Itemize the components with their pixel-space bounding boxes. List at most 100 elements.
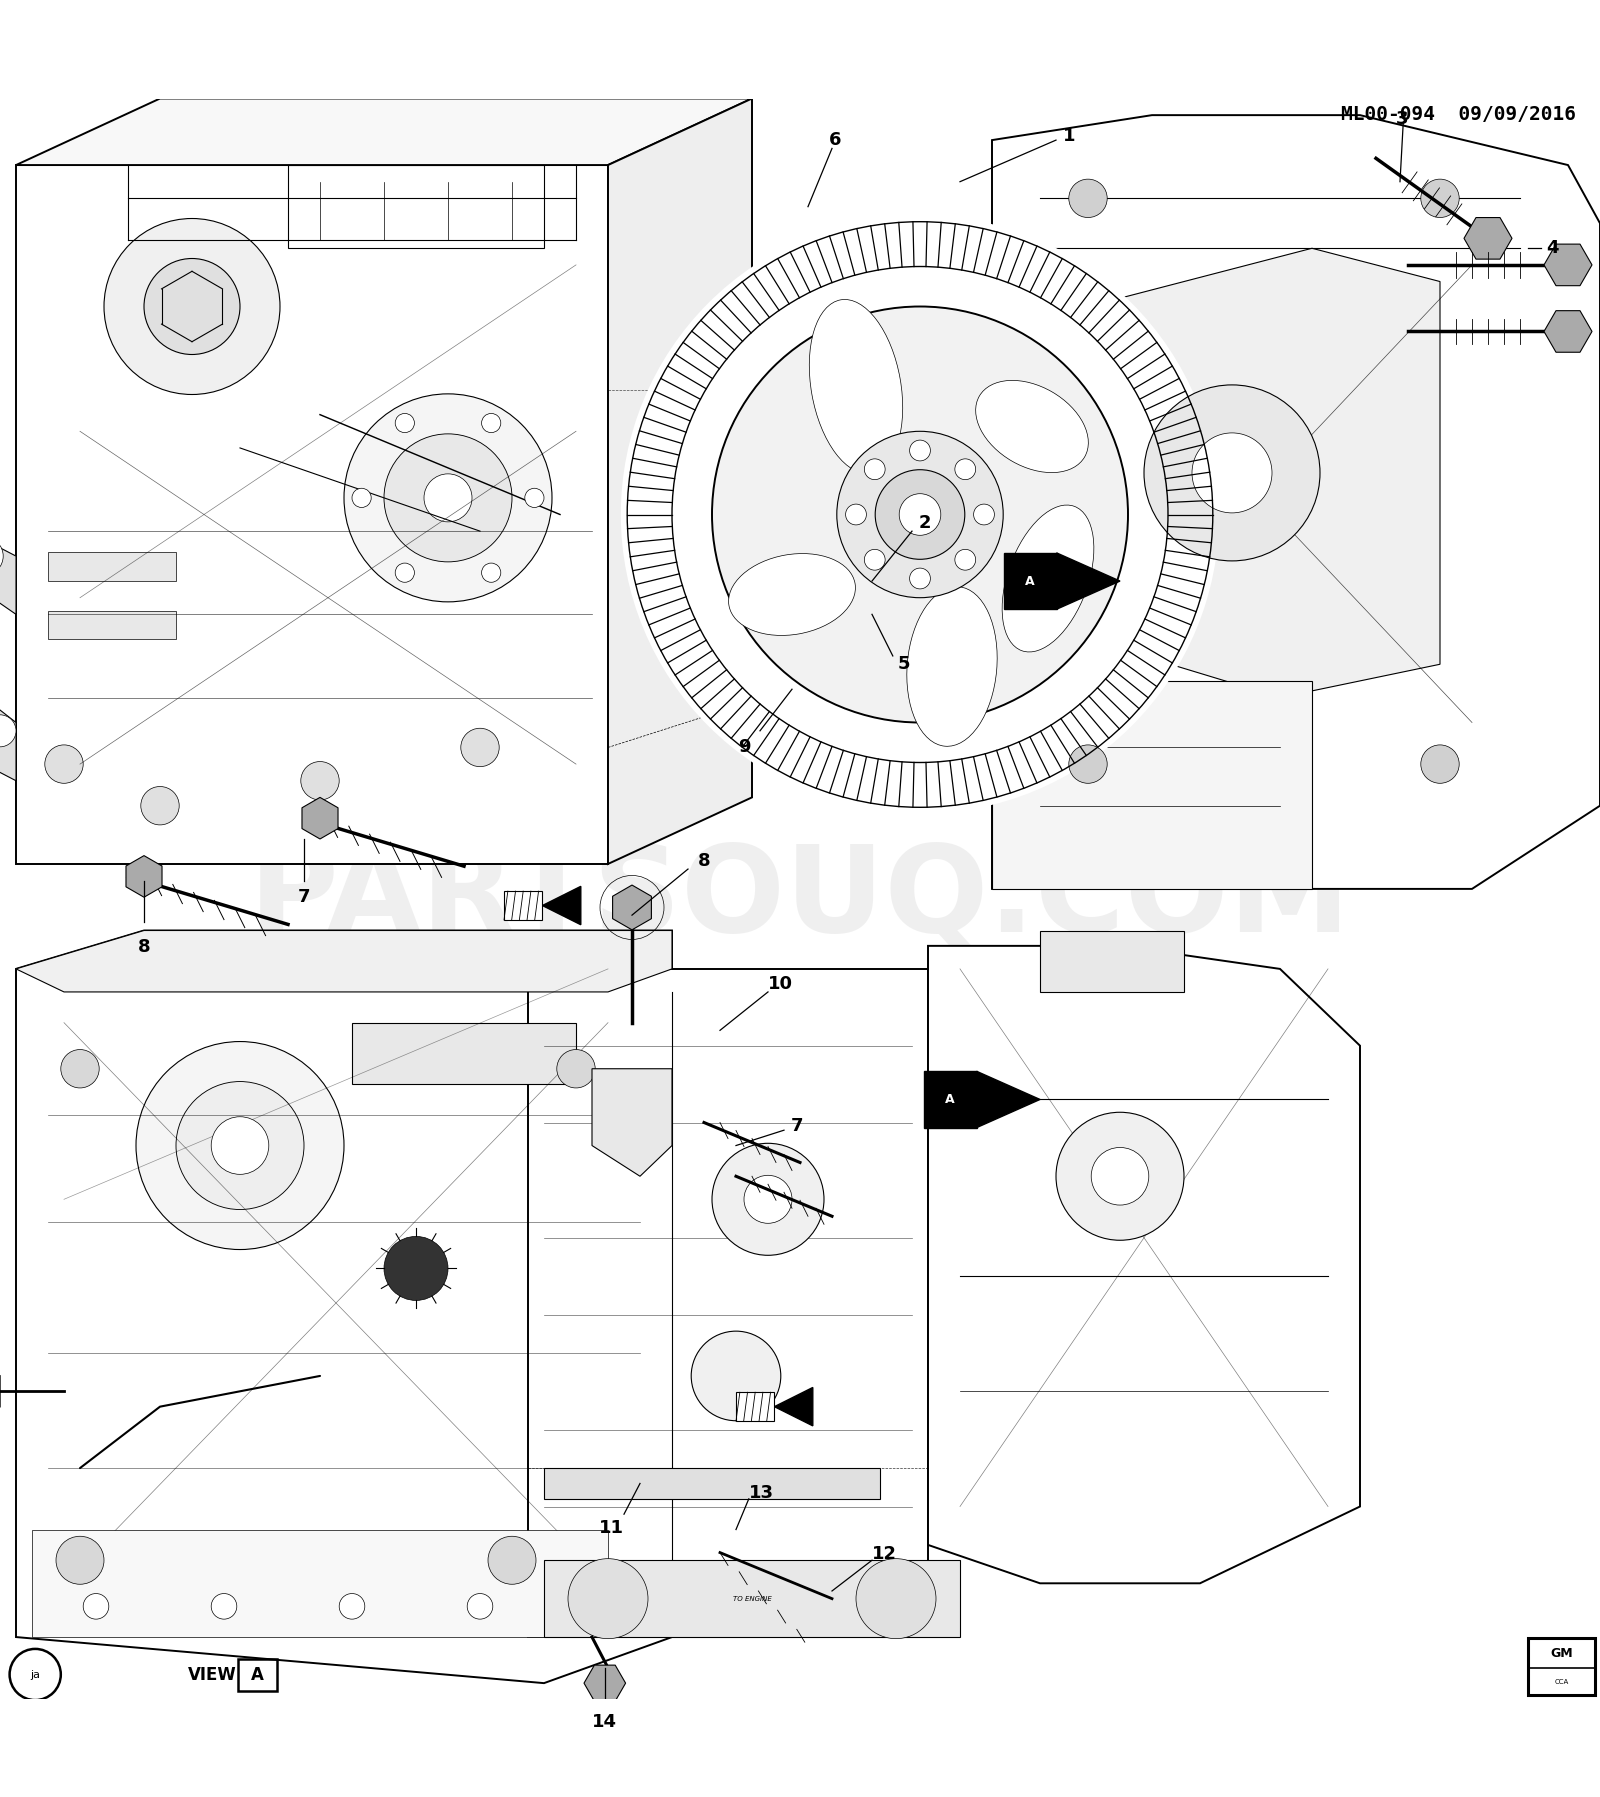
Circle shape: [395, 562, 414, 582]
Circle shape: [488, 1536, 536, 1585]
Circle shape: [104, 219, 280, 395]
Polygon shape: [1464, 217, 1512, 259]
Circle shape: [344, 394, 552, 602]
Circle shape: [557, 1049, 595, 1087]
Text: 5: 5: [898, 656, 910, 674]
Text: 3: 3: [1395, 110, 1408, 128]
Text: 9: 9: [738, 739, 750, 757]
Circle shape: [144, 259, 240, 354]
Circle shape: [691, 1332, 781, 1421]
Circle shape: [1091, 1148, 1149, 1206]
Circle shape: [1069, 180, 1107, 217]
Polygon shape: [302, 798, 338, 839]
Text: 4: 4: [1546, 239, 1558, 257]
Bar: [1003, 553, 1056, 609]
Circle shape: [1144, 385, 1320, 561]
Circle shape: [864, 458, 885, 480]
Circle shape: [384, 1236, 448, 1301]
Circle shape: [1421, 180, 1459, 217]
Text: A: A: [946, 1093, 955, 1105]
Polygon shape: [126, 855, 162, 897]
Polygon shape: [542, 886, 581, 925]
Circle shape: [621, 216, 1219, 814]
Bar: [504, 891, 542, 920]
Circle shape: [1069, 746, 1107, 783]
Polygon shape: [16, 165, 608, 864]
Polygon shape: [584, 1666, 626, 1702]
Polygon shape: [992, 681, 1312, 890]
Polygon shape: [928, 945, 1360, 1583]
Polygon shape: [544, 1468, 880, 1499]
Text: ML00-094  09/09/2016: ML00-094 09/09/2016: [1341, 104, 1576, 124]
Text: 2: 2: [918, 514, 931, 532]
Text: 11: 11: [598, 1518, 624, 1536]
Text: 7: 7: [790, 1118, 803, 1136]
Circle shape: [136, 1042, 344, 1249]
Polygon shape: [992, 115, 1600, 890]
Ellipse shape: [810, 300, 902, 474]
Polygon shape: [608, 99, 752, 864]
Circle shape: [211, 1594, 237, 1619]
Circle shape: [845, 505, 867, 525]
Circle shape: [482, 413, 501, 433]
Polygon shape: [32, 1529, 608, 1637]
Circle shape: [424, 474, 472, 521]
Text: GM: GM: [1550, 1648, 1573, 1660]
Polygon shape: [613, 886, 651, 929]
Polygon shape: [774, 1387, 813, 1425]
Circle shape: [339, 1594, 365, 1619]
Polygon shape: [16, 99, 752, 165]
Text: 8: 8: [138, 938, 150, 956]
Polygon shape: [1544, 311, 1592, 352]
Polygon shape: [544, 1560, 960, 1637]
Bar: [48, 552, 176, 580]
Circle shape: [712, 1143, 824, 1256]
Circle shape: [973, 505, 995, 525]
Circle shape: [955, 458, 976, 480]
Text: 10: 10: [768, 976, 794, 994]
Polygon shape: [0, 697, 16, 780]
Text: PARTSOUQ.COM: PARTSOUQ.COM: [250, 839, 1350, 958]
Ellipse shape: [907, 586, 997, 746]
Circle shape: [899, 494, 941, 536]
Circle shape: [0, 715, 16, 748]
Text: VIEW: VIEW: [189, 1666, 237, 1684]
Text: 12: 12: [872, 1545, 898, 1563]
Circle shape: [909, 440, 930, 460]
Bar: [923, 1071, 976, 1129]
Polygon shape: [352, 1022, 576, 1084]
Text: A: A: [1026, 575, 1035, 588]
Polygon shape: [1088, 248, 1440, 697]
Text: 1: 1: [1062, 128, 1075, 146]
Circle shape: [45, 746, 83, 783]
Circle shape: [461, 728, 499, 767]
Circle shape: [525, 489, 544, 507]
Polygon shape: [16, 931, 672, 992]
Text: 14: 14: [592, 1713, 618, 1731]
Polygon shape: [0, 532, 16, 615]
Circle shape: [568, 1558, 648, 1639]
Polygon shape: [976, 1071, 1040, 1129]
Polygon shape: [592, 1069, 672, 1177]
Text: A: A: [251, 1666, 264, 1684]
Polygon shape: [1056, 553, 1120, 609]
Circle shape: [467, 1594, 493, 1619]
Text: ja: ja: [30, 1669, 40, 1680]
Bar: [736, 1393, 774, 1421]
Circle shape: [395, 413, 414, 433]
Circle shape: [864, 550, 885, 570]
Circle shape: [1192, 433, 1272, 512]
Text: 13: 13: [749, 1484, 774, 1502]
Ellipse shape: [1002, 505, 1094, 652]
Circle shape: [482, 562, 501, 582]
Circle shape: [1421, 746, 1459, 783]
Text: CCA: CCA: [1555, 1680, 1568, 1686]
Circle shape: [352, 489, 371, 507]
Bar: [48, 611, 176, 640]
Circle shape: [301, 762, 339, 800]
Circle shape: [1056, 1112, 1184, 1240]
Polygon shape: [1040, 931, 1184, 992]
Text: 6: 6: [829, 131, 842, 149]
Circle shape: [56, 1536, 104, 1585]
Circle shape: [384, 433, 512, 562]
